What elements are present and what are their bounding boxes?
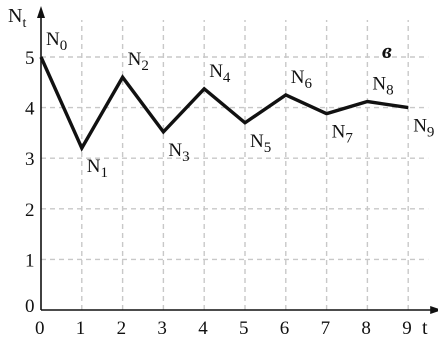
- point-labels: N0 N1 N2 N3 N4 N5 N6 N7 N8 N9: [46, 29, 434, 181]
- series: [39, 56, 409, 152]
- point-label: N2: [128, 49, 149, 74]
- point-label: N8: [372, 74, 393, 99]
- x-tick-label: 0: [35, 318, 45, 339]
- y-tick-label: 4: [25, 99, 35, 120]
- grid: [41, 20, 429, 310]
- panel-label: в: [382, 38, 392, 63]
- point-label: N5: [250, 131, 271, 156]
- point-label: N3: [168, 140, 189, 165]
- x-tick-label: 4: [198, 318, 208, 339]
- y-axis-arrow: [37, 6, 45, 18]
- y-axis-title: Nt: [8, 5, 26, 31]
- x-tick-label: 2: [117, 318, 127, 339]
- point-label: N0: [46, 29, 67, 54]
- x-axis-title: t: [422, 317, 428, 339]
- x-tick-label: 3: [157, 318, 167, 339]
- point-label: N4: [209, 61, 231, 86]
- point-label: N9: [413, 116, 434, 141]
- axes: [37, 6, 438, 314]
- x-tick-label: 1: [76, 318, 86, 339]
- y-tick-label: 0: [25, 296, 35, 317]
- y-tick-label: 5: [25, 48, 35, 69]
- tick-labels: 0 1 2 3 4 5 6 7 8 9 1 2 3 4 5 0: [25, 48, 412, 339]
- y-tick-label: 2: [25, 200, 35, 221]
- y-tick-label: 1: [25, 250, 35, 271]
- x-tick-label: 7: [321, 318, 331, 339]
- point-label: N7: [332, 122, 354, 147]
- series-line: [39, 56, 409, 152]
- x-tick-label: 5: [239, 318, 249, 339]
- x-tick-label: 9: [402, 318, 412, 339]
- x-axis-arrow: [430, 306, 438, 314]
- y-tick-label: 3: [25, 149, 35, 170]
- point-label: N6: [291, 67, 313, 92]
- x-tick-label: 6: [280, 318, 290, 339]
- point-label: N1: [87, 156, 108, 181]
- x-tick-label: 8: [361, 318, 371, 339]
